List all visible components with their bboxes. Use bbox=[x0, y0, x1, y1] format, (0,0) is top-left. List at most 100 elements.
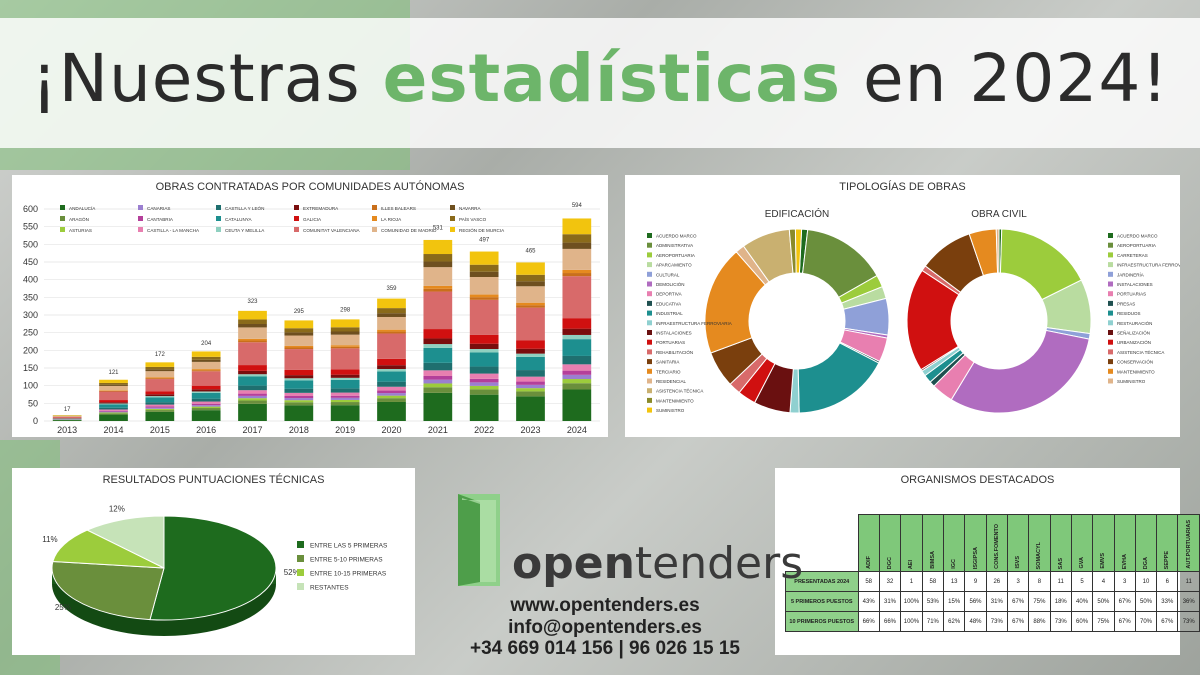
x-tick-label: 2018 bbox=[289, 425, 309, 435]
bar-segment bbox=[562, 248, 592, 270]
bar-segment bbox=[99, 407, 128, 410]
bar-segment bbox=[423, 383, 453, 388]
website-link[interactable]: www.opentenders.es bbox=[510, 595, 700, 616]
legend-swatch bbox=[647, 330, 652, 335]
y-tick-label: 600 bbox=[23, 204, 38, 214]
y-tick-label: 300 bbox=[23, 310, 38, 320]
table-cell: 73% bbox=[985, 611, 1008, 632]
table-cell: 75% bbox=[1028, 591, 1051, 612]
bar-segment bbox=[377, 381, 406, 387]
table-cell: 62% bbox=[943, 611, 966, 632]
bar-segment bbox=[469, 297, 499, 300]
bar-segment bbox=[516, 384, 545, 389]
bar-segment bbox=[423, 362, 453, 371]
pie-value-label: 11% bbox=[42, 535, 57, 544]
y-tick-label: 500 bbox=[23, 239, 38, 249]
bar-segment bbox=[284, 347, 314, 350]
table-cell: 50% bbox=[1092, 591, 1115, 612]
table-cell: 71% bbox=[921, 611, 945, 632]
table-cell: 48% bbox=[964, 611, 987, 632]
legend-swatch bbox=[1108, 310, 1113, 316]
legend-label: REGIÓN DE MURCIA bbox=[459, 227, 505, 233]
legend-label: PAÍS VASCO bbox=[459, 216, 487, 222]
title-part2: en 2024! bbox=[841, 40, 1169, 117]
table-cell: 33% bbox=[1156, 591, 1179, 612]
bar-segment bbox=[238, 403, 267, 421]
bar-segment bbox=[516, 381, 545, 385]
bar-segment bbox=[516, 307, 545, 341]
bar-segment bbox=[191, 351, 221, 357]
bar-segment bbox=[516, 274, 545, 282]
bar-segment bbox=[145, 397, 175, 403]
bar-segment bbox=[377, 308, 406, 314]
table-cell: 15% bbox=[943, 591, 966, 612]
y-tick-label: 0 bbox=[33, 416, 38, 426]
table-cell: 73% bbox=[1177, 611, 1200, 632]
bar-segment bbox=[191, 406, 221, 409]
bar-segment bbox=[238, 365, 267, 371]
legend-label: ADMINISTRATIVA bbox=[656, 243, 693, 248]
bar-segment bbox=[377, 329, 406, 332]
table-cell: 88% bbox=[1028, 611, 1051, 632]
table-column-header: SOMACYL bbox=[1028, 514, 1051, 572]
legend-label: INDUSTRIAL bbox=[656, 311, 683, 316]
legend-label: INFRAESTRUCTURA FERROVIARIA bbox=[1117, 263, 1180, 268]
legend-swatch bbox=[1108, 339, 1113, 345]
y-tick-label: 450 bbox=[23, 257, 38, 267]
y-tick-label: 350 bbox=[23, 292, 38, 302]
bar-segment bbox=[145, 394, 175, 397]
bar-segment bbox=[330, 348, 360, 370]
table-cell: 67% bbox=[1113, 611, 1136, 632]
bar-segment bbox=[284, 328, 314, 333]
bar-segment bbox=[469, 277, 499, 295]
table-column-header: ISVS bbox=[1006, 514, 1030, 572]
bar-segment bbox=[516, 388, 545, 392]
bar-total-label: 204 bbox=[201, 341, 212, 347]
legend-swatch bbox=[647, 271, 652, 277]
legend-label: NAVARRA bbox=[459, 206, 481, 211]
bar-segment bbox=[99, 390, 128, 391]
legend-swatch bbox=[294, 205, 299, 210]
bar-segment bbox=[516, 281, 545, 287]
table-column-header: SEPPE bbox=[1156, 514, 1179, 572]
bar-segment bbox=[469, 373, 499, 379]
bar-segment bbox=[423, 379, 453, 384]
table-cell: 5 bbox=[1070, 571, 1094, 592]
table-column-header: EVHA bbox=[1113, 514, 1136, 572]
legend-swatch bbox=[647, 310, 652, 316]
bar-segment bbox=[145, 378, 175, 380]
bar-segment bbox=[99, 379, 128, 383]
bar-segment bbox=[562, 364, 592, 371]
bar-segment bbox=[145, 396, 175, 398]
table-cell: 67% bbox=[1113, 591, 1136, 612]
bar-segment bbox=[562, 334, 592, 340]
donut-subtitle-edificacion: EDIFICACIÓN bbox=[765, 207, 829, 220]
legend-label: RESTAURACIÓN bbox=[1117, 320, 1152, 326]
bar-segment bbox=[238, 327, 267, 339]
legend-swatch bbox=[647, 388, 652, 394]
bar-segment bbox=[562, 328, 592, 335]
table-cell: 67% bbox=[1156, 611, 1179, 632]
legend-swatch bbox=[1108, 359, 1113, 365]
bar-segment bbox=[284, 388, 314, 393]
bar-segment bbox=[238, 374, 267, 377]
legend-label: COMUNITAT VALENCIANA bbox=[303, 228, 361, 233]
legend-swatch bbox=[647, 300, 652, 306]
legend-swatch bbox=[1108, 281, 1113, 287]
bar-segment bbox=[562, 318, 592, 329]
table-cell: 66% bbox=[857, 611, 880, 632]
bar-segment bbox=[191, 403, 221, 406]
bar-segment bbox=[191, 370, 221, 372]
table-cell: 70% bbox=[1134, 611, 1158, 632]
bar-segment bbox=[330, 392, 360, 396]
donut-chart-title: TIPOLOGÍAS DE OBRAS bbox=[839, 181, 966, 193]
email-link[interactable]: info@opentenders.es bbox=[508, 617, 702, 638]
bar-segment bbox=[284, 345, 314, 348]
pie-chart: 52% 25% 11% 12% ENTRE LAS 5 PRIMERAS ENTRE 5-… bbox=[42, 504, 388, 636]
bar-segment bbox=[330, 327, 360, 332]
bar-total-label: 121 bbox=[108, 370, 119, 376]
legend-label: ASTURIAS bbox=[69, 228, 92, 233]
legend-label: PORTUARIAS bbox=[656, 340, 685, 345]
x-tick-label: 2022 bbox=[474, 425, 494, 435]
y-tick-label: 50 bbox=[28, 398, 38, 408]
